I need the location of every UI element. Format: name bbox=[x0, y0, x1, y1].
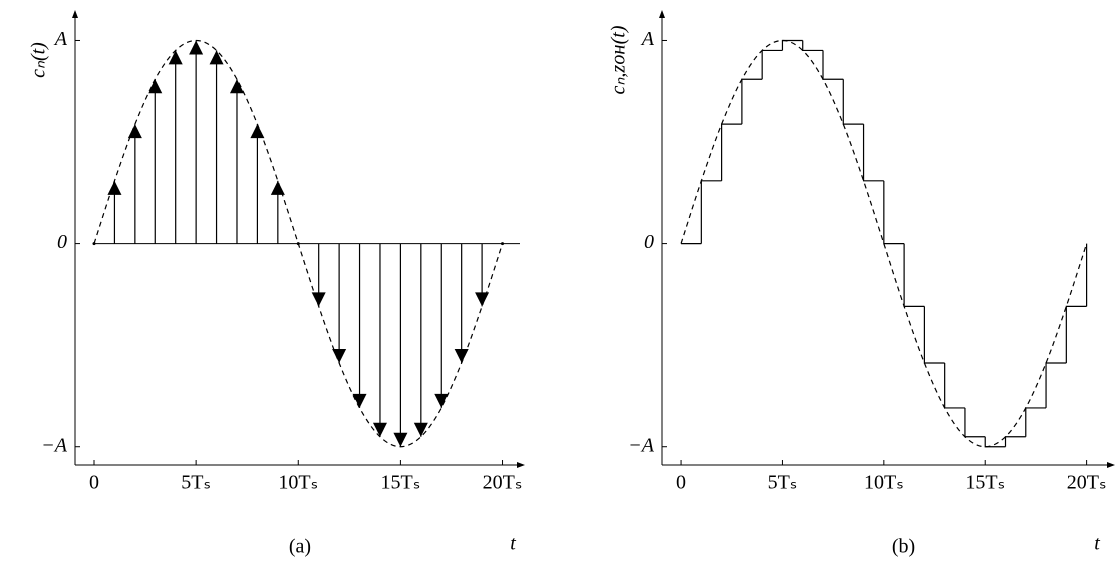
x-tick-label: 20Tₛ bbox=[483, 472, 523, 494]
step bbox=[1066, 306, 1086, 363]
step bbox=[965, 408, 985, 437]
stem-arrow bbox=[128, 124, 142, 138]
stem-arrow bbox=[148, 79, 162, 93]
x-axis-arrow bbox=[1107, 462, 1115, 468]
x-axis-label: t bbox=[510, 533, 516, 555]
step bbox=[762, 50, 782, 79]
stem-arrow bbox=[107, 181, 121, 195]
page: 0 5Tₛ 10Tₛ 15Tₛ 20Tₛ −A 0 Acₙ(t) t (a) 0 5Tₛ 10Tₛ 15T… bbox=[0, 0, 1118, 568]
y-tick-label: A bbox=[640, 28, 655, 50]
step bbox=[985, 437, 1005, 447]
y-axis-arrow bbox=[659, 10, 665, 18]
step bbox=[945, 363, 965, 408]
stem-arrow bbox=[393, 433, 407, 447]
stem-dot bbox=[297, 242, 300, 245]
x-axis-label: t bbox=[1094, 533, 1100, 555]
step bbox=[701, 181, 721, 244]
x-tick-label: 10Tₛ bbox=[278, 472, 318, 494]
step bbox=[823, 50, 843, 79]
x-tick-label: 0 bbox=[676, 472, 686, 494]
stem-dot bbox=[501, 242, 504, 245]
step bbox=[1026, 408, 1046, 437]
stem-arrow bbox=[189, 40, 203, 54]
y-axis-label: cₙ(t) bbox=[28, 42, 50, 78]
x-tick-label: 20Tₛ bbox=[1067, 472, 1107, 494]
stem-arrow bbox=[414, 423, 428, 437]
y-tick-label: A bbox=[53, 28, 68, 50]
step bbox=[904, 244, 924, 307]
stem-arrow bbox=[332, 349, 346, 363]
stem-arrow bbox=[353, 394, 367, 408]
stem-arrow bbox=[210, 50, 224, 64]
y-axis-label: cₙ,ᴢᴏʜ(t) bbox=[608, 25, 630, 94]
x-tick-label: 15Tₛ bbox=[381, 472, 421, 494]
stem-arrow bbox=[455, 349, 469, 363]
step bbox=[1006, 437, 1026, 447]
stem-arrow bbox=[373, 423, 387, 437]
step bbox=[803, 40, 823, 50]
caption: (a) bbox=[289, 536, 311, 558]
stem-arrow bbox=[312, 292, 326, 306]
step bbox=[1046, 363, 1066, 408]
y-tick-label: −A bbox=[628, 434, 654, 456]
x-tick-label: 5Tₛ bbox=[768, 472, 798, 494]
stem-arrow bbox=[250, 124, 264, 138]
y-axis-arrow bbox=[72, 10, 78, 18]
stem-arrow bbox=[475, 292, 489, 306]
stem-arrow bbox=[271, 181, 285, 195]
y-tick-label: −A bbox=[41, 434, 67, 456]
step bbox=[782, 40, 802, 50]
y-tick-label: 0 bbox=[644, 231, 654, 253]
x-tick-label: 10Tₛ bbox=[864, 472, 904, 494]
step bbox=[722, 124, 742, 181]
caption: (b) bbox=[892, 536, 915, 558]
stem-arrow bbox=[230, 79, 244, 93]
stem-arrow bbox=[434, 394, 448, 408]
stem-arrow bbox=[169, 50, 183, 64]
x-tick-label: 0 bbox=[89, 472, 99, 494]
x-tick-label: 5Tₛ bbox=[181, 472, 211, 494]
stem-dot bbox=[92, 242, 95, 245]
step bbox=[884, 181, 904, 244]
step bbox=[924, 306, 944, 363]
x-tick-label: 15Tₛ bbox=[965, 472, 1005, 494]
step bbox=[742, 79, 762, 124]
figure: 0 5Tₛ 10Tₛ 15Tₛ 20Tₛ −A 0 Acₙ(t) t (a) 0 5Tₛ 10Tₛ 15T… bbox=[0, 0, 1118, 568]
step bbox=[864, 124, 884, 181]
x-axis-arrow bbox=[517, 462, 525, 468]
y-tick-label: 0 bbox=[57, 231, 67, 253]
step bbox=[843, 79, 863, 124]
